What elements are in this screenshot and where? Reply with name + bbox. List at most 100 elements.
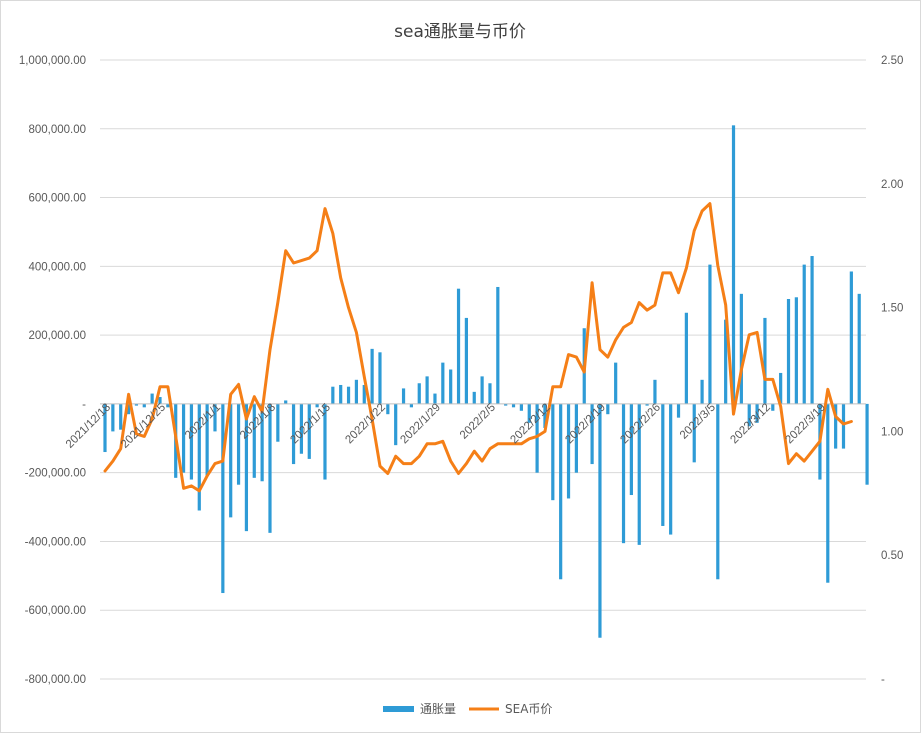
bar bbox=[511, 403, 516, 408]
bar bbox=[857, 293, 861, 404]
left-tick-label: -400,000.00 bbox=[25, 536, 86, 548]
bar bbox=[629, 403, 633, 496]
bar bbox=[559, 403, 563, 580]
bar bbox=[354, 379, 359, 404]
legend-bar-swatch bbox=[383, 706, 414, 712]
bar bbox=[276, 403, 280, 442]
bar bbox=[708, 264, 712, 404]
bar bbox=[794, 297, 798, 404]
bar bbox=[496, 286, 500, 404]
bar bbox=[213, 403, 217, 432]
bar bbox=[527, 403, 531, 423]
bar bbox=[519, 403, 523, 411]
bar bbox=[268, 403, 272, 533]
bar bbox=[425, 376, 429, 404]
bar bbox=[504, 403, 508, 406]
bar bbox=[653, 379, 657, 404]
right-tick-label: 1.00 bbox=[881, 426, 903, 438]
left-axis-ticks: 1,000,000.00 800,000.00 600,000.00 400,000.… bbox=[19, 55, 86, 686]
bar bbox=[236, 403, 241, 485]
bar bbox=[810, 256, 814, 404]
x-tick-label: 2022/3/5 bbox=[678, 402, 718, 442]
bar bbox=[786, 299, 791, 404]
bar bbox=[747, 403, 751, 427]
bar bbox=[221, 403, 225, 594]
bar bbox=[849, 271, 853, 404]
bar bbox=[158, 397, 162, 404]
x-axis-ticks: 2021/12/18 2021/12/25 2022/1/1 2022/1/8 2022… bbox=[64, 402, 828, 451]
bar bbox=[661, 403, 665, 526]
bar bbox=[370, 348, 374, 404]
left-tick-label: 600,000.00 bbox=[28, 193, 86, 205]
bar bbox=[229, 403, 233, 518]
bar bbox=[543, 403, 547, 428]
right-tick-label: 2.50 bbox=[881, 55, 903, 67]
bar bbox=[362, 384, 366, 404]
chart-title: sea通胀量与币价 bbox=[394, 22, 526, 42]
right-tick-label: 2.00 bbox=[881, 179, 903, 191]
right-tick-label: - bbox=[881, 674, 885, 686]
bar bbox=[598, 403, 602, 638]
bar bbox=[111, 403, 115, 432]
bar bbox=[331, 386, 335, 404]
bar bbox=[197, 403, 201, 511]
left-tick-label: 800,000.00 bbox=[28, 124, 86, 136]
bar bbox=[724, 319, 728, 404]
bar bbox=[841, 403, 846, 449]
legend-label-line: SEA币价 bbox=[505, 702, 552, 716]
bar bbox=[645, 403, 649, 406]
bar bbox=[409, 403, 413, 408]
bar bbox=[205, 403, 209, 477]
bar bbox=[692, 403, 696, 463]
bar bbox=[566, 403, 571, 499]
bar bbox=[621, 403, 626, 544]
bar bbox=[700, 379, 704, 404]
bar bbox=[417, 383, 421, 404]
bar bbox=[716, 403, 720, 580]
left-tick-label: - bbox=[82, 399, 86, 411]
bar bbox=[299, 403, 304, 454]
x-tick-label: 2022/1/1 bbox=[183, 402, 223, 442]
bar bbox=[771, 403, 775, 411]
bar bbox=[134, 403, 139, 406]
bar bbox=[606, 403, 610, 415]
bar bbox=[378, 352, 382, 404]
bar bbox=[166, 403, 170, 408]
bar bbox=[456, 288, 461, 404]
bar bbox=[142, 403, 146, 408]
bar bbox=[449, 369, 453, 404]
bar bbox=[307, 403, 311, 459]
bar bbox=[181, 403, 186, 473]
x-tick-label: 2022/1/22 bbox=[343, 402, 388, 447]
bar bbox=[614, 362, 618, 404]
bar bbox=[260, 403, 264, 482]
bar bbox=[252, 403, 256, 478]
left-tick-label: 400,000.00 bbox=[28, 261, 86, 273]
right-tick-label: 0.50 bbox=[881, 550, 903, 562]
left-tick-label: 200,000.00 bbox=[28, 330, 86, 342]
bar bbox=[126, 403, 131, 415]
bar bbox=[103, 403, 107, 453]
left-tick-label: 1,000,000.00 bbox=[19, 55, 86, 67]
bar bbox=[472, 391, 476, 404]
bar bbox=[551, 403, 555, 501]
legend-label-bar: 通胀量 bbox=[420, 702, 456, 716]
bar bbox=[150, 393, 154, 404]
bar bbox=[441, 362, 445, 404]
bar bbox=[802, 264, 806, 404]
line-series bbox=[103, 202, 853, 493]
bar bbox=[315, 403, 319, 408]
left-tick-label: -200,000.00 bbox=[25, 468, 86, 480]
bar bbox=[755, 403, 759, 423]
bar bbox=[488, 383, 492, 404]
bar bbox=[739, 293, 743, 404]
bar bbox=[676, 403, 681, 418]
bar bbox=[339, 384, 343, 404]
left-tick-label: -800,000.00 bbox=[25, 674, 86, 686]
bar bbox=[401, 388, 406, 404]
bar bbox=[189, 403, 194, 480]
bar bbox=[779, 372, 783, 404]
bar bbox=[433, 393, 437, 404]
grid bbox=[100, 59, 866, 680]
